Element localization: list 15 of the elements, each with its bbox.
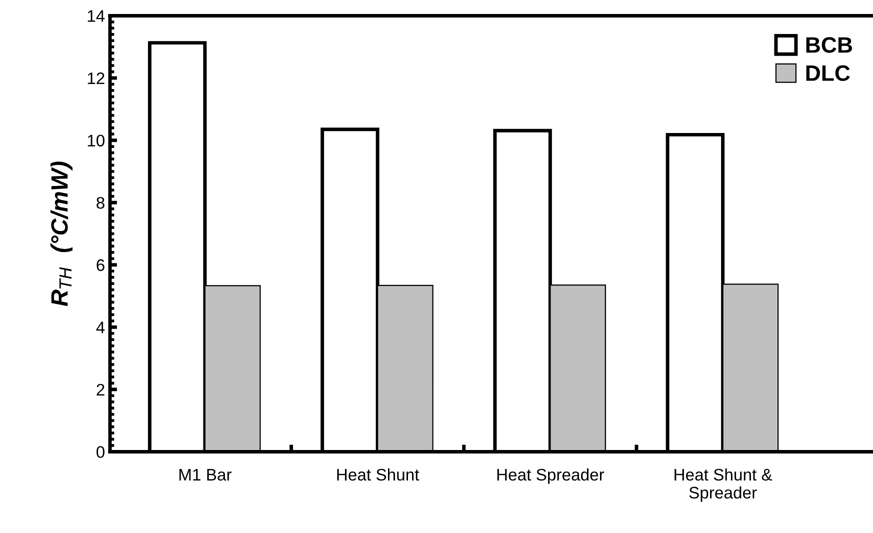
x-tick-label: M1 Bar <box>179 468 232 481</box>
y-tick-label: 12 <box>88 72 104 84</box>
x-tick-label: Heat Shunt <box>337 468 420 481</box>
y-tick-label: 8 <box>96 196 104 209</box>
y-tick-label: 0 <box>96 446 104 458</box>
legend-label: DLC <box>806 65 850 81</box>
legend-label: BCB <box>806 37 852 53</box>
x-tick-label: Heat Spreader <box>497 468 604 484</box>
x-tick-label: Heat Shunt & Spreader <box>674 468 772 502</box>
y-tick-label: 14 <box>88 10 105 22</box>
y-tick-label: 2 <box>96 384 104 396</box>
y-axis-title: R$_{TH}$ (°C/mW) <box>50 162 73 306</box>
y-tick-label: 4 <box>96 322 105 334</box>
y-tick-label: 6 <box>96 259 104 272</box>
y-tick-label: 10 <box>88 134 104 146</box>
